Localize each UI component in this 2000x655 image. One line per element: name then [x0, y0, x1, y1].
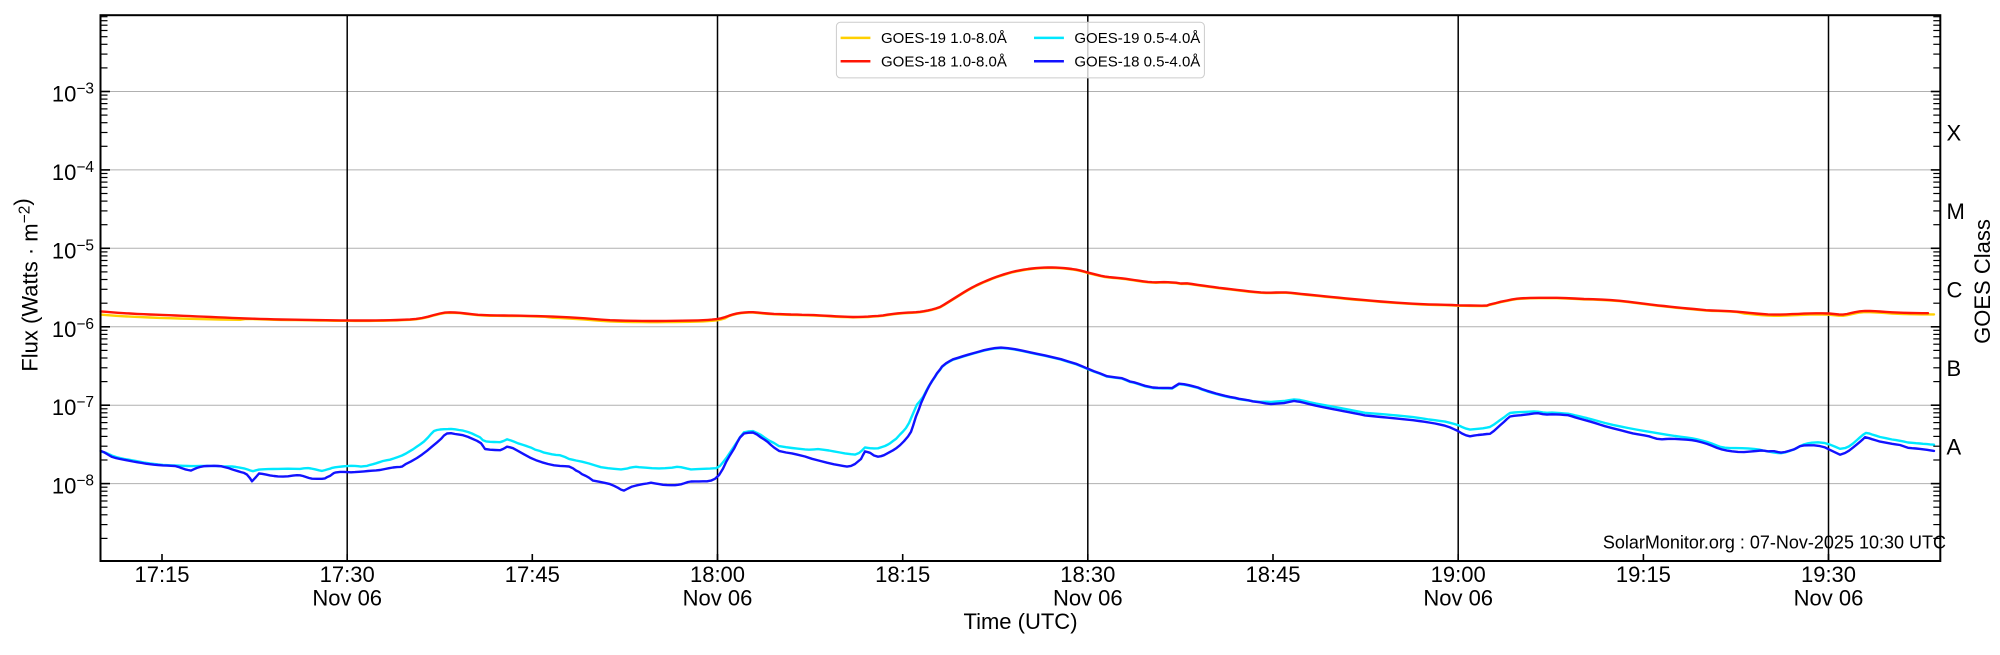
svg-text:Time (UTC): Time (UTC) [963, 609, 1077, 634]
svg-text:Nov 06: Nov 06 [1794, 586, 1864, 611]
svg-text:10−8: 10−8 [52, 473, 94, 499]
svg-text:X: X [1947, 121, 1962, 146]
svg-text:B: B [1947, 356, 1962, 381]
svg-text:SolarMonitor.org : 07-Nov-2025: SolarMonitor.org : 07-Nov-2025 10:30 UTC [1603, 533, 1946, 553]
svg-text:19:15: 19:15 [1616, 562, 1671, 587]
svg-text:Nov 06: Nov 06 [312, 586, 382, 611]
svg-text:GOES-18 0.5-4.0Å: GOES-18 0.5-4.0Å [1074, 53, 1200, 70]
svg-text:GOES-18 1.0-8.0Å: GOES-18 1.0-8.0Å [881, 53, 1007, 70]
svg-text:Nov 06: Nov 06 [683, 586, 753, 611]
svg-text:18:15: 18:15 [875, 562, 930, 587]
svg-text:Nov 06: Nov 06 [1423, 586, 1493, 611]
svg-text:M: M [1947, 199, 1965, 224]
svg-text:A: A [1947, 434, 1962, 459]
svg-text:C: C [1947, 277, 1963, 302]
svg-text:19:30: 19:30 [1801, 562, 1856, 587]
svg-text:10−3: 10−3 [52, 81, 94, 107]
svg-text:18:45: 18:45 [1245, 562, 1300, 587]
svg-text:17:30: 17:30 [320, 562, 375, 587]
svg-text:17:15: 17:15 [134, 562, 189, 587]
svg-text:19:00: 19:00 [1431, 562, 1486, 587]
svg-text:18:30: 18:30 [1060, 562, 1115, 587]
svg-text:18:00: 18:00 [690, 562, 745, 587]
svg-text:Nov 06: Nov 06 [1053, 586, 1123, 611]
svg-text:GOES Class: GOES Class [1970, 219, 1995, 344]
svg-text:17:45: 17:45 [505, 562, 560, 587]
svg-text:GOES-19 1.0-8.0Å: GOES-19 1.0-8.0Å [881, 30, 1007, 47]
svg-text:GOES-19 0.5-4.0Å: GOES-19 0.5-4.0Å [1074, 30, 1200, 47]
